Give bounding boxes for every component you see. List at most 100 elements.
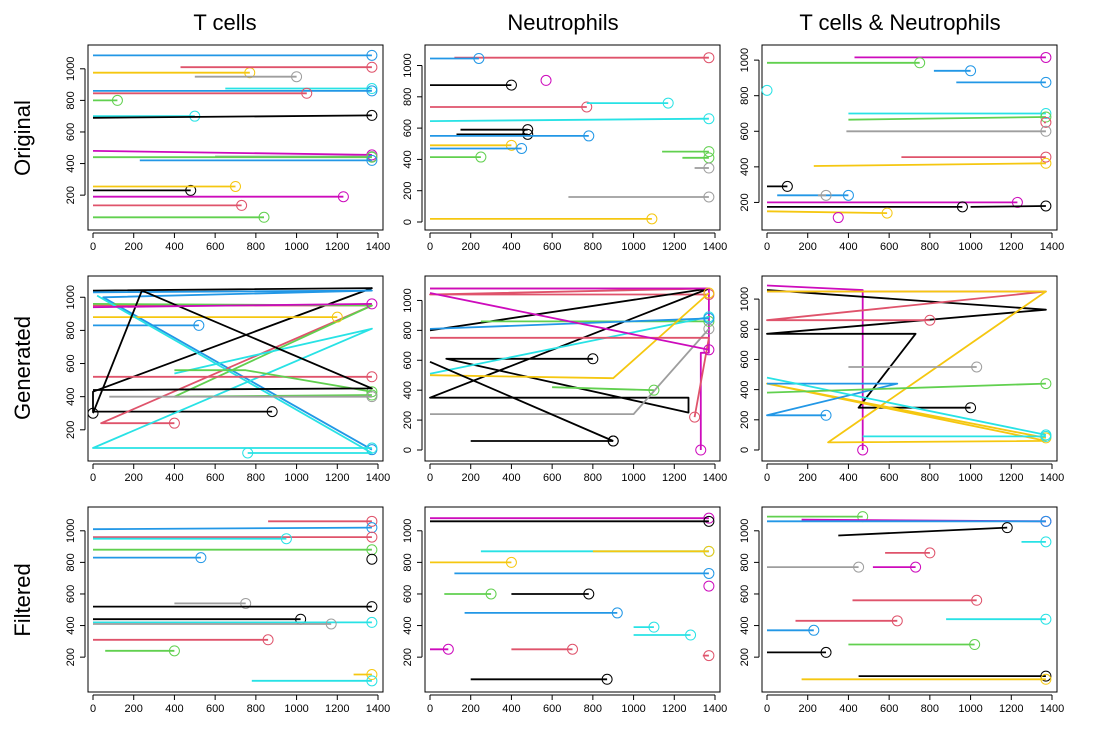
panel-r1-c1-y-tick-label: 600 xyxy=(65,123,77,141)
panel-r2-c2-series-12-end-marker xyxy=(607,435,619,447)
panel-r2-c3-x-tick-label: 800 xyxy=(921,472,939,484)
panel-r2-c3-series-7-track xyxy=(766,382,1046,394)
panel-r2-c2-y-tick-label: 0 xyxy=(402,447,414,453)
panel-r2-c1-x-tick-label: 200 xyxy=(125,472,143,484)
panel-r1-c2-series-15-end-marker xyxy=(703,162,715,174)
panel-r3-c2-x-tick-label: 1000 xyxy=(621,703,645,715)
panel-r2-c2-series-2-track xyxy=(430,287,710,450)
panel-r2-c2-series-6-end-marker xyxy=(703,287,715,299)
panel-r2-c1-series-0-end-marker xyxy=(266,406,278,418)
panel-r2-c1-x-tick-label: 800 xyxy=(247,472,265,484)
panel-r1-c1-series-10-track xyxy=(92,150,372,156)
panel-r1-c3-series-5-end-marker xyxy=(1040,107,1052,119)
panel-r2-c3-y-tick-label: 0 xyxy=(739,447,751,453)
panel-r3-c1-series-3-end-marker xyxy=(280,533,292,545)
panel-r3-c2-y-tick-label: 400 xyxy=(402,616,414,634)
panel-r1-c3-series-11-end-marker xyxy=(781,180,793,192)
panel-r3-c3-series-3-end-marker xyxy=(1001,522,1013,534)
panel-r3-c2-x-tick-label: 600 xyxy=(543,703,561,715)
panel-r1-c3-series-4-end-marker xyxy=(761,84,773,96)
panel-r2-c3-x-tick-label: 400 xyxy=(839,472,857,484)
panel-r2-c2-frame xyxy=(424,275,721,462)
panel-r3-c2-series-1-end-marker xyxy=(703,515,715,527)
panel-r2-c2-series-4-track xyxy=(429,316,710,375)
panel-r2-c2-series-3-end-marker xyxy=(703,315,715,327)
panel-r1-c1-series-17-end-marker xyxy=(236,199,248,211)
panel-r1-c2-series-16-end-marker xyxy=(703,191,715,203)
panel-r3-c2-y-tick-label: 600 xyxy=(402,585,414,603)
panel-r2-c1: 0 200 400 600 800 1000 1200 1400 200 400 600 800 100… xyxy=(65,275,390,484)
panel-r1-c1-series-6-end-marker xyxy=(301,87,313,99)
panel-r2-c1-series-8-end-marker xyxy=(366,371,378,383)
panel-r1-c2-series-11-end-marker xyxy=(516,142,528,154)
panel-r2-c3-series-0-end-marker xyxy=(857,444,869,456)
panel-r1-c2-series-6-track xyxy=(429,117,709,122)
panel-r3-c3-series-2-end-marker xyxy=(1040,515,1052,527)
panel-r3-c3-y-tick-label: 200 xyxy=(739,648,751,666)
panel-r3-c3-y-tick-label: 600 xyxy=(739,585,751,603)
panel-r3-c1-series-0-end-marker xyxy=(366,515,378,527)
panel-r1-c2-frame xyxy=(424,44,721,231)
panel-r1-c3-x-tick-label: 600 xyxy=(880,241,898,253)
panel-r1-c1-series-16-end-marker xyxy=(337,191,349,203)
panel-r1-c3-x-tick-label: 800 xyxy=(921,241,939,253)
panel-r2-c3-x-tick-label: 0 xyxy=(764,472,770,484)
panel-r1-c2-x-tick-label: 1200 xyxy=(662,241,686,253)
panel-r3-c1-series-12-end-marker xyxy=(262,634,274,646)
panel-r2-c2-x-tick-label: 1000 xyxy=(621,472,645,484)
panel-r1-c3-series-13-end-marker xyxy=(820,189,832,201)
panel-r2-c3-series-5-track xyxy=(766,376,1047,436)
panel-r1-c3: 0 200 400 600 800 1000 1200 1400 200 400 600 800 100… xyxy=(739,44,1064,253)
panel-r1-c1-x-tick-label: 800 xyxy=(247,241,265,253)
panel-r1-c1-frame xyxy=(87,44,384,231)
panel-r3-c3-series-6-end-marker xyxy=(853,561,865,573)
panel-r1-c2-series-10-end-marker xyxy=(505,139,517,151)
panel-r3-c1-y-tick-label: 400 xyxy=(65,616,77,634)
panel-r2-c1-series-2-end-marker xyxy=(168,417,180,429)
panel-r2-c2-y-tick-label: 600 xyxy=(402,351,414,369)
panel-r3-c1-y-tick-label: 200 xyxy=(65,648,77,666)
panel-r1-c3-x-tick-label: 1000 xyxy=(958,241,982,253)
panel-r1-c2-x-tick-label: 800 xyxy=(584,241,602,253)
panel-r1-c2-y-tick-label: 400 xyxy=(402,150,414,168)
panel-r1-c1-x-tick-label: 0 xyxy=(90,241,96,253)
panel-r2-c2-x-tick-label: 1200 xyxy=(662,472,686,484)
panel-r1-c3-series-9-end-marker xyxy=(1040,151,1052,163)
panel-r1-c1-y-tick-label: 1000 xyxy=(65,57,77,81)
panel-r2-c1-series-2-track xyxy=(93,304,373,425)
panel-r2-c2-series-10-track xyxy=(429,292,710,351)
panel-r3-c3-frame xyxy=(761,506,1058,693)
panel-r3-c2-series-4-end-marker xyxy=(505,556,517,568)
panel-r2-c3-y-tick-label: 600 xyxy=(739,350,751,368)
panel-r3-c3-x-tick-label: 400 xyxy=(839,703,857,715)
panel-r1-c3-series-2-end-marker xyxy=(965,65,977,77)
row-title-generated: Generated xyxy=(10,316,35,420)
panel-r3-c3-y-tick-label: 800 xyxy=(739,553,751,571)
panel-r1-c3-frame xyxy=(761,44,1058,231)
panel-r1-c3-y-tick-label: 1000 xyxy=(739,48,751,72)
panel-r3-c1-series-13-end-marker xyxy=(168,645,180,657)
panel-r1-c3-series-0-end-marker xyxy=(1040,51,1052,63)
panel-r3-c2-series-11-end-marker xyxy=(685,629,697,641)
panel-r3-c1-series-11-end-marker xyxy=(325,618,337,630)
panel-r2-c3-frame xyxy=(761,275,1058,462)
panel-r1-c2-series-13-end-marker xyxy=(475,151,487,163)
panel-r1-c2-series-1-end-marker xyxy=(473,52,485,64)
panel-r1-c2-x-tick-label: 400 xyxy=(502,241,520,253)
panel-r2-c2-y-tick-label: 800 xyxy=(402,321,414,339)
panel-r1-c1-x-tick-label: 600 xyxy=(206,241,224,253)
panel-r3-c1-x-tick-label: 200 xyxy=(125,703,143,715)
panel-r1-c3-y-tick-label: 600 xyxy=(739,122,751,140)
panel-r1-c3-series-7-end-marker xyxy=(1040,116,1052,128)
panel-r3-c3-series-15-end-marker xyxy=(1040,673,1052,685)
column-title-neutrophils: Neutrophils xyxy=(507,10,618,35)
panel-r1-c2: 0 200 400 600 800 1000 1200 1400 0 200 400 600 800 10… xyxy=(402,44,727,253)
panel-r2-c2-series-9-end-marker xyxy=(689,411,701,423)
panel-r2-c3-x-tick-label: 600 xyxy=(880,472,898,484)
panel-r3-c2-series-5-end-marker xyxy=(703,567,715,579)
panel-r1-c2-series-17-end-marker xyxy=(646,213,658,225)
panel-r3-c1-x-tick-label: 400 xyxy=(165,703,183,715)
panel-r1-c3-series-17-track xyxy=(766,210,888,214)
panel-r2-c1-y-tick-label: 1000 xyxy=(65,285,77,309)
panel-r2-c2-series-11-track xyxy=(552,386,654,392)
